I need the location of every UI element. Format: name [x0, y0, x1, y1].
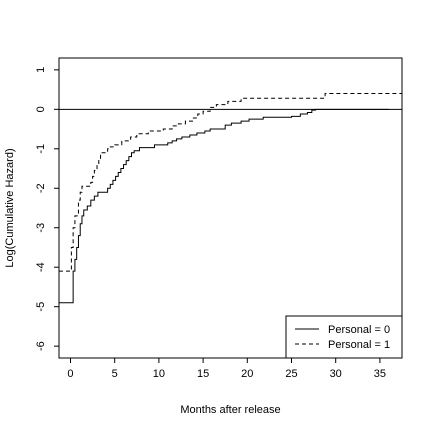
y-axis-title: Log(Cumulative Hazard) [4, 148, 16, 267]
legend: Personal = 0 Personal = 1 [285, 315, 403, 359]
x-tick-label: 10 [153, 368, 165, 380]
y-tick-label: 0 [35, 106, 47, 112]
y-tick-label: -4 [35, 262, 47, 272]
y-tick-label: -6 [35, 341, 47, 351]
y-tick-label: -2 [35, 183, 47, 193]
y-tick-label: -1 [35, 144, 47, 154]
x-tick-label: 30 [330, 368, 342, 380]
x-tick-label: 0 [67, 368, 73, 380]
legend-label-1: Personal = 1 [328, 339, 390, 351]
x-tick-label: 5 [112, 368, 118, 380]
y-tick-label: 1 [35, 67, 47, 73]
x-tick-label: 20 [241, 368, 253, 380]
y-tick-label: -3 [35, 223, 47, 233]
series-layer [59, 93, 402, 304]
y-tick-label: -5 [35, 302, 47, 312]
series-line-1 [59, 93, 402, 272]
x-tick-label: 35 [374, 368, 386, 380]
legend-label-0: Personal = 0 [328, 324, 390, 336]
plot-frame [58, 57, 403, 359]
x-axis-title: Months after release [180, 404, 280, 416]
x-tick-label: 15 [197, 368, 209, 380]
legend-box [285, 315, 403, 359]
x-tick-label: 25 [285, 368, 297, 380]
axes-layer: 0 5 10 15 20 25 30 35 -6 -5 -4 -3 -2 -1 0 1 Months after… [4, 57, 403, 416]
series-line-0 [59, 108, 389, 304]
